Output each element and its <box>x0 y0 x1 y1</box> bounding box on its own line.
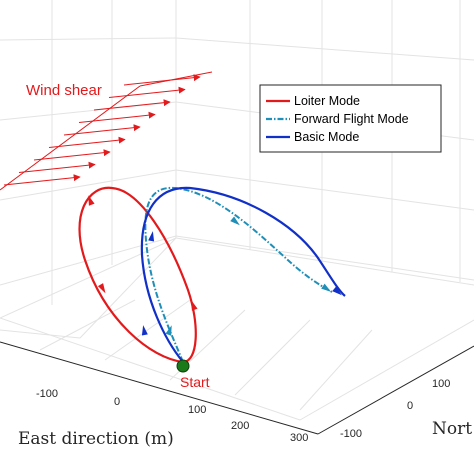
basic-direction-arrow <box>332 286 342 296</box>
start-label: Start <box>180 374 210 390</box>
loiter-direction-arrow <box>191 300 198 311</box>
wind-shear-label: Wind shear <box>26 82 102 99</box>
basic-direction-arrow <box>148 231 155 242</box>
forward-flight-mode-line <box>144 186 333 363</box>
wind-arrow <box>48 136 126 148</box>
wind-arrow <box>18 161 96 173</box>
wind-arrow <box>33 149 111 161</box>
loiter-direction-arrow <box>97 283 106 294</box>
grid-line <box>175 237 474 286</box>
y-axis-label: Nort <box>432 419 472 439</box>
wind-arrow <box>123 74 201 86</box>
tick-labels: -100 0 100 200 300 100 0 -100 <box>36 378 450 444</box>
wind-base-line <box>0 85 141 191</box>
grid-line <box>104 299 191 361</box>
x-axis-label: East direction (m) <box>18 429 174 449</box>
legend-label-forward: Forward Flight Mode <box>294 112 409 126</box>
forward-direction-arrow <box>230 216 240 226</box>
grid-line <box>0 101 177 121</box>
basic-direction-arrow <box>141 325 148 336</box>
y-tick-label: 100 <box>432 378 450 390</box>
grid-line <box>0 329 81 339</box>
grid <box>0 0 474 421</box>
trajectories <box>78 186 346 364</box>
x-axis-line <box>0 341 319 435</box>
x-tick-label: 300 <box>290 432 308 444</box>
axes <box>0 341 474 435</box>
y-tick-label: 0 <box>407 400 413 412</box>
wind-top-line <box>139 71 213 87</box>
legend-label-basic: Basic Mode <box>294 130 359 144</box>
start-marker <box>176 359 190 373</box>
wind-arrow <box>78 111 156 123</box>
grid-line <box>175 37 474 61</box>
wind-arrow <box>93 99 171 111</box>
grid-line <box>79 237 177 339</box>
x-tick-label: 100 <box>188 404 206 416</box>
grid-line <box>299 329 373 411</box>
legend-label-loiter: Loiter Mode <box>294 94 360 108</box>
legend: Loiter Mode Forward Flight Mode Basic Mo… <box>259 84 442 153</box>
grid-line <box>175 169 474 211</box>
x-tick-label: 0 <box>114 396 120 408</box>
x-tick-label: 200 <box>231 420 249 432</box>
forward-direction-arrow <box>165 325 172 336</box>
forward-direction-arrow <box>321 283 332 292</box>
wind-arrow <box>108 86 186 98</box>
loiter-mode-line <box>78 186 197 364</box>
basic-mode-line <box>140 186 346 363</box>
grid-line <box>0 317 301 421</box>
grid-line <box>299 319 474 421</box>
y-tick-label: -100 <box>340 428 362 440</box>
grid-line <box>39 299 136 351</box>
y-axis-line <box>317 345 474 435</box>
loiter-direction-arrow <box>88 195 95 206</box>
x-tick-label: -100 <box>36 388 58 400</box>
grid-line <box>234 319 311 396</box>
grid-line <box>0 37 177 41</box>
legend-box <box>259 84 442 153</box>
grid-line <box>0 169 177 201</box>
wind-shear-annotation <box>0 71 213 191</box>
wind-arrow <box>3 174 81 186</box>
grid-line <box>175 235 474 281</box>
